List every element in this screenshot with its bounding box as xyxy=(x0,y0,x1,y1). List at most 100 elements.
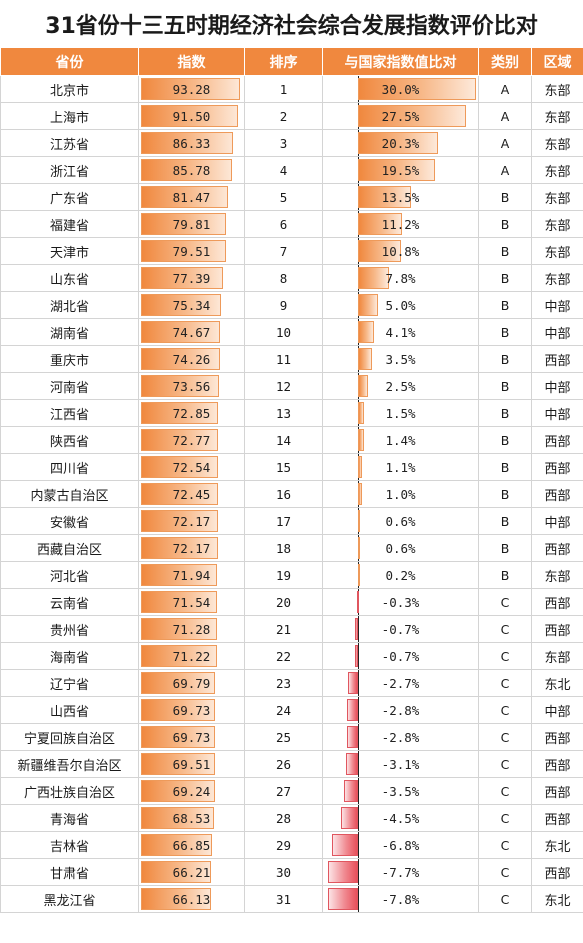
cell-rank[interactable]: 14 xyxy=(244,426,323,454)
cell-region[interactable]: 东北 xyxy=(531,885,583,913)
cell-compare[interactable]: -3.1% xyxy=(322,750,479,778)
cell-index[interactable]: 72.17 xyxy=(138,507,245,535)
table-row[interactable]: 上海市 91.50 2 27.5% A 东部 xyxy=(0,102,583,130)
cell-region[interactable]: 西部 xyxy=(531,750,583,778)
cell-region[interactable]: 东北 xyxy=(531,669,583,697)
cell-rank[interactable]: 11 xyxy=(244,345,323,373)
cell-index[interactable]: 93.28 xyxy=(138,75,245,103)
cell-region[interactable]: 东部 xyxy=(531,156,583,184)
cell-province[interactable]: 湖南省 xyxy=(0,318,139,346)
cell-compare[interactable]: 0.2% xyxy=(322,561,479,589)
cell-rank[interactable]: 28 xyxy=(244,804,323,832)
cell-region[interactable]: 中部 xyxy=(531,399,583,427)
cell-class[interactable]: B xyxy=(478,372,532,400)
table-row[interactable]: 福建省 79.81 6 11.2% B 东部 xyxy=(0,210,583,238)
cell-class[interactable]: B xyxy=(478,453,532,481)
cell-index[interactable]: 72.85 xyxy=(138,399,245,427)
cell-rank[interactable]: 4 xyxy=(244,156,323,184)
cell-index[interactable]: 66.13 xyxy=(138,885,245,913)
cell-compare[interactable]: 5.0% xyxy=(322,291,479,319)
cell-region[interactable]: 东部 xyxy=(531,129,583,157)
cell-rank[interactable]: 30 xyxy=(244,858,323,886)
cell-province[interactable]: 江西省 xyxy=(0,399,139,427)
cell-region[interactable]: 西部 xyxy=(531,345,583,373)
cell-province[interactable]: 甘肃省 xyxy=(0,858,139,886)
cell-compare[interactable]: 19.5% xyxy=(322,156,479,184)
header-province[interactable]: 省份 xyxy=(0,47,139,76)
cell-province[interactable]: 吉林省 xyxy=(0,831,139,859)
table-row[interactable]: 宁夏回族自治区 69.73 25 -2.8% C 西部 xyxy=(0,723,583,751)
cell-province[interactable]: 青海省 xyxy=(0,804,139,832)
cell-class[interactable]: B xyxy=(478,345,532,373)
cell-compare[interactable]: 20.3% xyxy=(322,129,479,157)
header-index[interactable]: 指数 xyxy=(138,47,245,76)
cell-rank[interactable]: 27 xyxy=(244,777,323,805)
table-row[interactable]: 重庆市 74.26 11 3.5% B 西部 xyxy=(0,345,583,373)
cell-region[interactable]: 西部 xyxy=(531,453,583,481)
cell-index[interactable]: 72.45 xyxy=(138,480,245,508)
cell-province[interactable]: 北京市 xyxy=(0,75,139,103)
cell-province[interactable]: 湖北省 xyxy=(0,291,139,319)
cell-province[interactable]: 广西壮族自治区 xyxy=(0,777,139,805)
cell-compare[interactable]: 2.5% xyxy=(322,372,479,400)
cell-index[interactable]: 69.79 xyxy=(138,669,245,697)
cell-region[interactable]: 西部 xyxy=(531,615,583,643)
cell-compare[interactable]: -0.7% xyxy=(322,642,479,670)
cell-class[interactable]: B xyxy=(478,480,532,508)
cell-compare[interactable]: -6.8% xyxy=(322,831,479,859)
cell-index[interactable]: 79.51 xyxy=(138,237,245,265)
header-region[interactable]: 区域 xyxy=(531,47,583,76)
cell-index[interactable]: 72.17 xyxy=(138,534,245,562)
table-row[interactable]: 四川省 72.54 15 1.1% B 西部 xyxy=(0,453,583,481)
cell-index[interactable]: 68.53 xyxy=(138,804,245,832)
cell-class[interactable]: C xyxy=(478,615,532,643)
cell-region[interactable]: 中部 xyxy=(531,372,583,400)
cell-rank[interactable]: 23 xyxy=(244,669,323,697)
cell-compare[interactable]: 4.1% xyxy=(322,318,479,346)
table-row[interactable]: 云南省 71.54 20 -0.3% C 西部 xyxy=(0,588,583,616)
cell-compare[interactable]: -2.7% xyxy=(322,669,479,697)
cell-region[interactable]: 东部 xyxy=(531,264,583,292)
cell-compare[interactable]: 1.4% xyxy=(322,426,479,454)
table-row[interactable]: 北京市 93.28 1 30.0% A 东部 xyxy=(0,75,583,103)
cell-region[interactable]: 东部 xyxy=(531,75,583,103)
cell-province[interactable]: 江苏省 xyxy=(0,129,139,157)
header-rank[interactable]: 排序 xyxy=(244,47,323,76)
cell-region[interactable]: 西部 xyxy=(531,858,583,886)
table-row[interactable]: 湖北省 75.34 9 5.0% B 中部 xyxy=(0,291,583,319)
cell-index[interactable]: 73.56 xyxy=(138,372,245,400)
cell-province[interactable]: 四川省 xyxy=(0,453,139,481)
cell-region[interactable]: 东部 xyxy=(531,642,583,670)
header-class[interactable]: 类别 xyxy=(478,47,532,76)
cell-rank[interactable]: 6 xyxy=(244,210,323,238)
header-compare[interactable]: 与国家指数值比对 xyxy=(322,47,479,76)
cell-region[interactable]: 西部 xyxy=(531,777,583,805)
cell-rank[interactable]: 17 xyxy=(244,507,323,535)
cell-province[interactable]: 云南省 xyxy=(0,588,139,616)
table-row[interactable]: 浙江省 85.78 4 19.5% A 东部 xyxy=(0,156,583,184)
cell-index[interactable]: 71.94 xyxy=(138,561,245,589)
table-row[interactable]: 江苏省 86.33 3 20.3% A 东部 xyxy=(0,129,583,157)
cell-class[interactable]: A xyxy=(478,102,532,130)
table-row[interactable]: 甘肃省 66.21 30 -7.7% C 西部 xyxy=(0,858,583,886)
cell-compare[interactable]: 1.1% xyxy=(322,453,479,481)
cell-index[interactable]: 69.51 xyxy=(138,750,245,778)
cell-province[interactable]: 安徽省 xyxy=(0,507,139,535)
cell-rank[interactable]: 13 xyxy=(244,399,323,427)
table-row[interactable]: 海南省 71.22 22 -0.7% C 东部 xyxy=(0,642,583,670)
table-row[interactable]: 江西省 72.85 13 1.5% B 中部 xyxy=(0,399,583,427)
cell-class[interactable]: C xyxy=(478,777,532,805)
cell-region[interactable]: 东部 xyxy=(531,183,583,211)
cell-class[interactable]: B xyxy=(478,534,532,562)
table-row[interactable]: 河北省 71.94 19 0.2% B 东部 xyxy=(0,561,583,589)
cell-province[interactable]: 新疆维吾尔自治区 xyxy=(0,750,139,778)
table-row[interactable]: 广西壮族自治区 69.24 27 -3.5% C 西部 xyxy=(0,777,583,805)
table-row[interactable]: 安徽省 72.17 17 0.6% B 中部 xyxy=(0,507,583,535)
cell-rank[interactable]: 3 xyxy=(244,129,323,157)
cell-class[interactable]: B xyxy=(478,183,532,211)
cell-region[interactable]: 中部 xyxy=(531,291,583,319)
cell-compare[interactable]: -3.5% xyxy=(322,777,479,805)
cell-index[interactable]: 86.33 xyxy=(138,129,245,157)
cell-compare[interactable]: 1.5% xyxy=(322,399,479,427)
cell-region[interactable]: 中部 xyxy=(531,507,583,535)
